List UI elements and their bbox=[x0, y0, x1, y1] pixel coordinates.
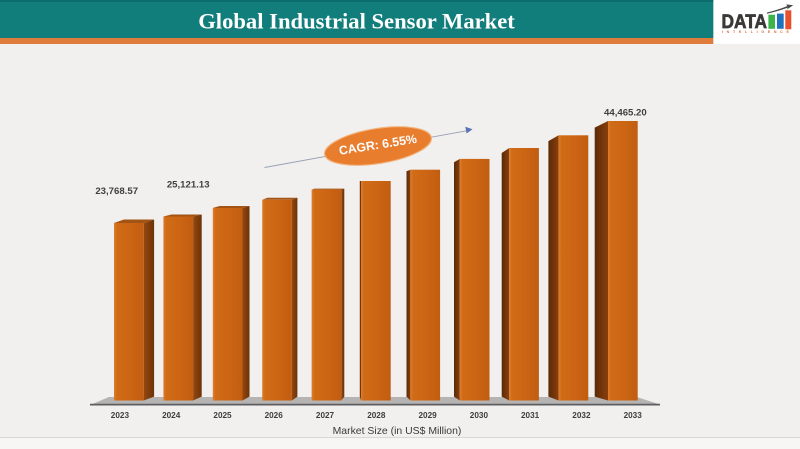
svg-text:DATA: DATA bbox=[722, 12, 768, 33]
svg-text:2029: 2029 bbox=[418, 411, 437, 420]
svg-text:Market Size (in US$ Million): Market Size (in US$ Million) bbox=[333, 426, 462, 437]
svg-text:INTELLIGENCE: INTELLIGENCE bbox=[722, 30, 791, 34]
svg-text:2031: 2031 bbox=[521, 411, 540, 420]
svg-text:2030: 2030 bbox=[470, 411, 489, 420]
svg-text:2032: 2032 bbox=[572, 411, 591, 420]
svg-text:2033: 2033 bbox=[624, 411, 643, 420]
svg-text:2028: 2028 bbox=[367, 411, 386, 420]
svg-text:2025: 2025 bbox=[213, 411, 232, 420]
svg-text:2024: 2024 bbox=[162, 411, 181, 420]
svg-text:23,768.57: 23,768.57 bbox=[95, 186, 138, 197]
svg-text:25,121.13: 25,121.13 bbox=[167, 180, 210, 191]
svg-text:2026: 2026 bbox=[265, 411, 284, 420]
svg-text:2027: 2027 bbox=[316, 411, 335, 420]
svg-text:44,465.20: 44,465.20 bbox=[604, 107, 647, 118]
svg-text:2023: 2023 bbox=[111, 411, 130, 420]
svg-text:Global Industrial Sensor Marke: Global Industrial Sensor Market bbox=[198, 9, 515, 34]
